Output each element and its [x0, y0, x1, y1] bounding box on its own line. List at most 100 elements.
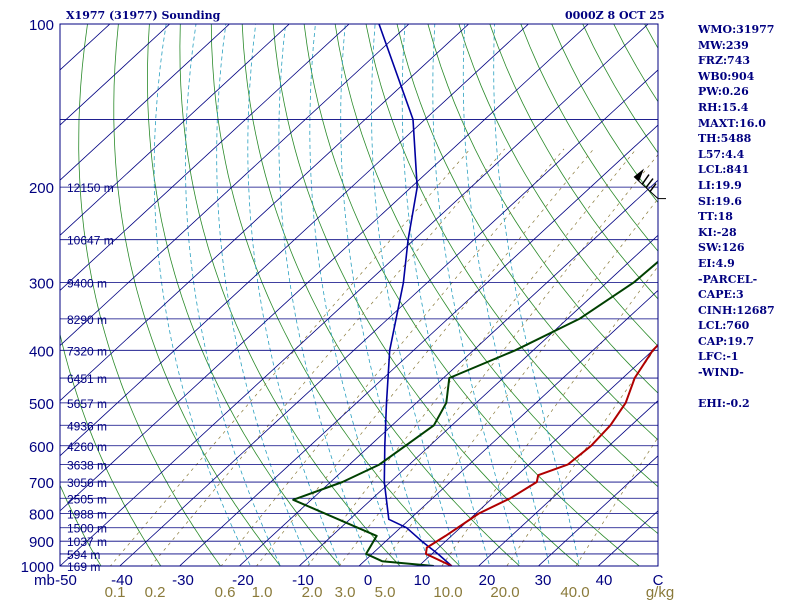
index-line: EI:4.9 — [698, 256, 735, 270]
moist-adiabat — [462, 24, 550, 566]
wind-barbs — [633, 168, 666, 200]
moist-adiabat — [432, 24, 521, 566]
moist-adiabat — [278, 24, 371, 566]
height-label: 169 m — [67, 560, 100, 574]
height-label: 10647 m — [67, 234, 114, 248]
height-label: 7320 m — [67, 344, 107, 358]
index-line: LFC:-1 — [698, 350, 739, 364]
mixing-ratio-label: 0.6 — [215, 584, 236, 600]
parcel-path-line — [378, 24, 453, 566]
index-line: PW:0.26 — [698, 85, 749, 99]
index-line: EHI:-0.2 — [698, 397, 750, 411]
height-label: 5657 m — [67, 397, 107, 411]
height-label: 1037 m — [67, 535, 107, 549]
temperature-tick-label: 10 — [414, 572, 431, 589]
isotherm — [119, 69, 658, 566]
index-line — [698, 381, 775, 397]
height-label: 4260 m — [67, 440, 107, 454]
temperature-tick-label: -20 — [232, 572, 254, 589]
mixing-ratio-label: 2.0 — [302, 584, 323, 600]
index-line: LCL:841 — [698, 163, 750, 177]
isotherm — [358, 289, 658, 566]
temperature-tick-label: -10 — [292, 572, 314, 589]
plot-frame — [59, 23, 659, 567]
height-label: 8290 m — [67, 313, 107, 327]
station-title: X1977 (31977) Sounding — [66, 9, 221, 22]
pressure-tick-label: 900 — [29, 534, 54, 551]
index-line: MW:239 — [698, 38, 749, 52]
height-label: 3638 m — [67, 459, 107, 473]
temperature-tick-label: C — [653, 572, 664, 589]
pressure-tick-label: 600 — [29, 439, 54, 456]
index-line: SW:126 — [698, 241, 745, 255]
height-label: 6451 m — [67, 372, 107, 386]
mixing-ratio-line — [109, 148, 471, 566]
isotherm — [60, 24, 589, 512]
background-grid — [60, 24, 658, 566]
mixing-ratio-line — [441, 265, 658, 566]
isotherm — [418, 344, 658, 566]
isotherm — [60, 24, 530, 457]
moist-adiabat — [493, 24, 580, 566]
pressure-unit-label: mb — [34, 572, 55, 589]
index-line: KI:-28 — [698, 225, 737, 239]
height-label: 594 m — [67, 548, 100, 562]
isotherm — [60, 24, 470, 402]
dry-adiabat — [60, 332, 162, 566]
moist-adiabat — [184, 24, 281, 566]
dry-adiabat — [241, 24, 521, 566]
mixing-ratio-label: g/kg — [646, 584, 674, 600]
mixing-ratio-label: 3.0 — [335, 584, 356, 600]
index-line: CINH:12687 — [698, 303, 775, 317]
moist-adiabat — [371, 24, 461, 566]
dry-adiabat — [60, 484, 102, 566]
moist-adiabat — [340, 24, 431, 566]
pressure-tick-label: 500 — [29, 396, 54, 413]
wind-barb-pennant — [634, 168, 644, 182]
mixing-ratio-label: 1.0 — [252, 584, 273, 600]
index-line: SI:19.6 — [698, 194, 742, 208]
height-label: 3056 m — [67, 476, 107, 490]
moist-adiabat — [401, 24, 491, 566]
pressure-tick-label: 400 — [29, 343, 54, 360]
pressure-tick-label: 800 — [29, 506, 54, 523]
pressure-tick-label: 100 — [29, 17, 54, 34]
pressure-tick-label: 1000 — [21, 559, 54, 576]
dewpoint-profile-line — [292, 260, 658, 566]
height-label: 2505 m — [67, 492, 107, 506]
temperature-tick-label: 30 — [535, 572, 552, 589]
mixing-ratio-label: 40.0 — [560, 584, 589, 600]
temperature-tick-label: -40 — [111, 572, 133, 589]
isotherm — [537, 455, 658, 566]
height-label: 12150 m — [67, 181, 114, 195]
temperature-tick-label: 20 — [479, 572, 496, 589]
wind-barb-flag — [645, 178, 654, 189]
isotherm — [298, 234, 658, 566]
index-line: MAXT:16.0 — [698, 116, 766, 130]
mixing-ratio-line — [338, 154, 658, 566]
isotherm — [60, 24, 350, 291]
wind-barb — [633, 168, 666, 200]
observation-datetime: 0000Z 8 OCT 25 — [565, 9, 665, 22]
index-line: LI:19.9 — [698, 178, 742, 192]
isotherm — [60, 24, 649, 566]
isotherm — [179, 124, 658, 566]
index-line: WB0:904 — [698, 69, 755, 83]
isotherm — [60, 24, 231, 181]
index-line: FRZ:743 — [698, 54, 751, 68]
mixing-ratio-line — [380, 198, 658, 566]
dry-adiabat — [303, 24, 640, 566]
isotherm — [60, 24, 290, 236]
wind-barb-flag — [641, 174, 650, 186]
moist-adiabat — [247, 24, 341, 566]
index-line: TH:5488 — [698, 132, 752, 146]
pressure-tick-label: 200 — [29, 180, 54, 197]
isotherm — [60, 24, 410, 347]
mixing-ratio-label: 5.0 — [375, 584, 396, 600]
moist-adiabat — [153, 24, 251, 566]
mixing-ratio-line — [307, 148, 637, 566]
wind-barb-flag — [649, 183, 657, 193]
index-line: CAPE:3 — [698, 288, 744, 302]
